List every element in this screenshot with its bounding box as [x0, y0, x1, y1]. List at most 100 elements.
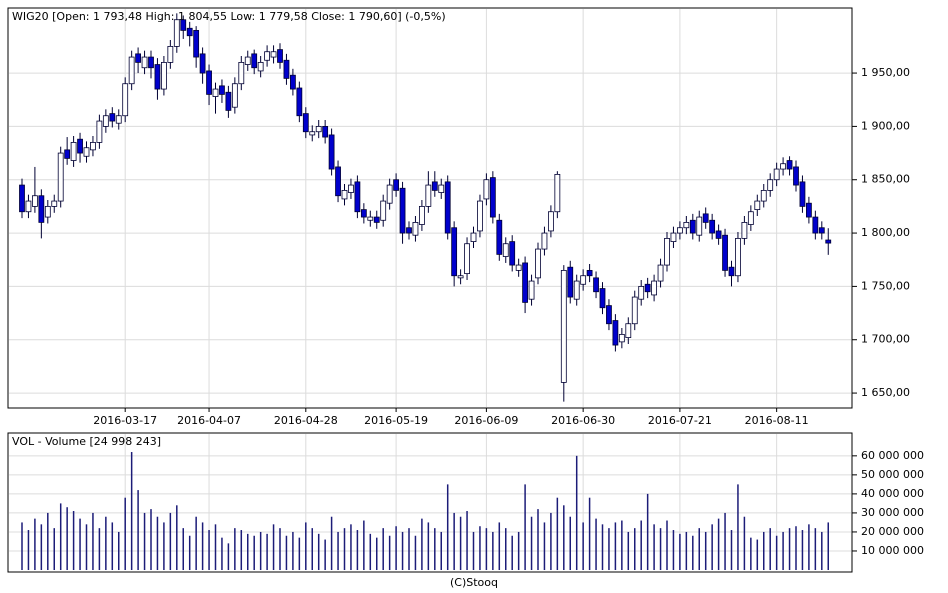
y-tick-label: 50 000 000	[861, 468, 924, 481]
candle-body	[199, 53, 206, 74]
candle-body	[644, 283, 651, 293]
volume-bar	[763, 531, 765, 570]
volume-bar	[788, 528, 791, 570]
volume-bar	[530, 516, 533, 570]
volume-bar	[279, 528, 281, 570]
volume-bar	[130, 452, 133, 570]
candle-body	[19, 184, 25, 213]
volume-bar	[492, 531, 494, 570]
candle-body	[735, 237, 741, 277]
candle-body	[283, 59, 290, 79]
candle-body	[515, 264, 522, 271]
candle-body	[102, 115, 109, 127]
volume-bar	[679, 533, 681, 570]
volume-bar	[369, 533, 372, 570]
volume-bar	[92, 512, 94, 570]
candle-body	[522, 262, 528, 303]
candle-body	[638, 285, 645, 300]
volume-bar	[234, 528, 236, 570]
candle-body	[806, 202, 812, 218]
volume-bar	[466, 511, 468, 570]
volume-bar	[692, 535, 694, 570]
volume-bar	[169, 512, 172, 570]
volume-bar	[195, 516, 197, 570]
candle-body	[586, 269, 593, 277]
volume-bar	[311, 528, 313, 570]
candle-body	[128, 56, 135, 85]
volume-bar	[201, 522, 204, 570]
price-title: WIG20 [Open: 1 793,48 High: 1 804,55 Low…	[12, 10, 446, 23]
volume-bar	[137, 490, 139, 570]
candle-body	[773, 168, 780, 181]
y-tick-label: 1 650,00	[861, 386, 910, 399]
candle-body	[812, 216, 819, 234]
volume-title: VOL - Volume [24 998 243]	[12, 435, 161, 448]
candle-body	[135, 53, 142, 63]
volume-bar	[330, 516, 333, 570]
candle-body	[677, 227, 683, 234]
volume-bar	[808, 524, 810, 570]
candle-body	[386, 184, 393, 204]
volume-bar	[646, 493, 649, 570]
volume-bar	[427, 522, 430, 570]
volume-bar	[704, 531, 707, 570]
volume-bar	[485, 528, 488, 570]
volume-bar	[737, 484, 739, 570]
volume-bar	[124, 497, 126, 570]
candle-body	[818, 227, 825, 234]
candle-body	[567, 266, 574, 298]
volume-bar	[72, 511, 75, 570]
candle-body	[393, 179, 400, 191]
volume-bar	[569, 516, 571, 570]
y-tick-label: 1 750,00	[861, 279, 910, 292]
candle-body	[412, 221, 419, 236]
volume-bar	[272, 524, 275, 570]
candle-body	[657, 264, 664, 282]
volume-bar	[105, 516, 107, 570]
volume-bar	[621, 520, 623, 570]
volume-bar	[388, 535, 391, 570]
candle-body	[315, 126, 322, 133]
y-tick-label: 1 700,00	[861, 333, 910, 346]
volume-bar	[324, 539, 326, 570]
volume-bar	[827, 522, 829, 570]
candle-body	[560, 269, 567, 383]
candle-body	[360, 209, 367, 218]
volume-bar	[659, 528, 662, 570]
candle-body	[206, 70, 212, 95]
volume-bar	[608, 528, 610, 570]
candle-body	[541, 232, 548, 250]
candle-body	[799, 181, 806, 207]
volume-bar	[208, 530, 210, 570]
candle-body	[425, 184, 432, 207]
volume-bar	[66, 507, 68, 570]
volume-bar	[350, 524, 352, 570]
volume-bar	[337, 531, 339, 570]
candle-body	[489, 177, 496, 218]
candle-body	[477, 200, 483, 232]
volume-bar	[163, 522, 165, 570]
candle-body	[354, 181, 361, 213]
x-tick-label: 2016-03-17	[93, 414, 157, 427]
candle-body	[760, 189, 767, 202]
volume-bar	[459, 516, 462, 570]
volume-bar	[266, 533, 268, 570]
volume-bar	[285, 535, 288, 570]
volume-bar	[640, 520, 642, 570]
volume-bar	[472, 531, 475, 570]
volume-bar	[524, 484, 526, 570]
volume-bar	[717, 518, 720, 570]
volume-bar	[176, 505, 178, 570]
volume-bar	[672, 530, 675, 570]
y-tick-label: 1 950,00	[861, 66, 910, 79]
volume-bar	[769, 528, 771, 570]
candle-body	[754, 200, 761, 210]
candle-body	[77, 138, 83, 154]
volume-bar	[653, 524, 655, 570]
candle-body	[780, 163, 786, 170]
candle-body	[57, 152, 64, 202]
candle-body	[457, 275, 464, 279]
candle-body	[683, 221, 690, 229]
volume-bar	[376, 537, 378, 570]
